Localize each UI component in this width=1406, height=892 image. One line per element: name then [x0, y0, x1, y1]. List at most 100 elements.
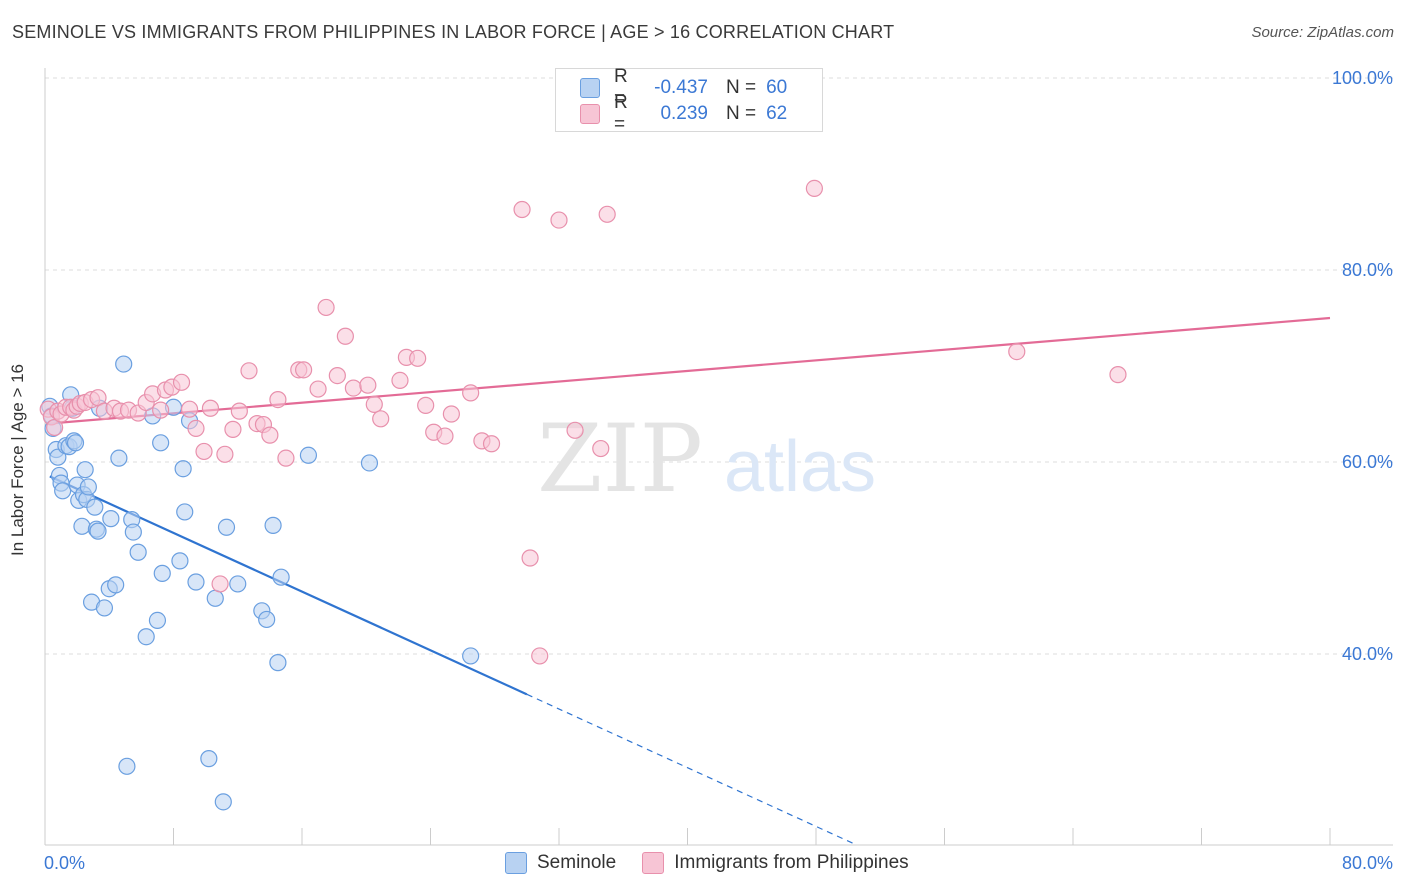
- philippines-point: [442, 405, 460, 423]
- seminole-point: [171, 552, 189, 570]
- philippines-point: [521, 549, 539, 567]
- seminole-point: [153, 564, 171, 582]
- philippines-point: [531, 647, 549, 665]
- legend-label-philippines: Immigrants from Philippines: [674, 852, 909, 873]
- x-tick-label: 80.0%: [1342, 853, 1393, 873]
- philippines-point: [172, 373, 191, 391]
- chart-source: Source: ZipAtlas.com: [1251, 24, 1394, 41]
- seminole-point: [272, 568, 290, 586]
- watermark-zip: ZIP: [537, 405, 703, 514]
- series-legend: Seminole Immigrants from Philippines: [505, 852, 935, 874]
- seminole-swatch: [580, 78, 600, 98]
- seminole-point: [217, 518, 236, 536]
- r-value: 0.239: [660, 103, 708, 124]
- stats-row-philippines: R = 0.239 N = 62: [580, 92, 788, 135]
- philippines-point: [195, 442, 213, 461]
- seminole-point: [137, 628, 155, 646]
- n-value: 60: [766, 77, 788, 98]
- philippines-point: [550, 211, 568, 229]
- philippines-point: [409, 349, 427, 367]
- seminole-point: [258, 610, 276, 629]
- philippines-point: [180, 400, 199, 418]
- seminole-point: [76, 461, 94, 479]
- seminole-point: [264, 516, 282, 534]
- philippines-point: [592, 439, 610, 458]
- seminole-point: [152, 434, 170, 452]
- philippines-trend-line: [48, 316, 1331, 425]
- data-points: [39, 179, 1127, 811]
- philippines-swatch: [580, 104, 600, 124]
- legend-item-seminole[interactable]: Seminole: [505, 852, 616, 874]
- philippines-point: [309, 380, 327, 398]
- philippines-point: [344, 379, 362, 397]
- philippines-point: [417, 396, 435, 414]
- chart-title: SEMINOLE VS IMMIGRANTS FROM PHILIPPINES …: [12, 22, 895, 42]
- philippines-point: [240, 362, 258, 380]
- philippines-point: [1109, 366, 1127, 384]
- philippines-point: [365, 395, 383, 413]
- seminole-point: [124, 523, 142, 541]
- seminole-point: [107, 576, 125, 594]
- seminole-point: [299, 446, 318, 464]
- seminole-point: [95, 599, 114, 617]
- philippines-point: [805, 179, 823, 197]
- seminole-point: [200, 750, 218, 768]
- seminole-point: [129, 543, 147, 561]
- philippines-point: [513, 200, 531, 219]
- x-tick-label: 0.0%: [44, 853, 85, 873]
- seminole-point: [54, 482, 72, 500]
- philippines-point: [359, 376, 377, 394]
- stats-legend: R = -0.437 N = 60 R = 0.239 N = 62: [555, 66, 823, 135]
- legend-label-seminole: Seminole: [537, 852, 617, 873]
- seminole-point: [86, 498, 104, 516]
- seminole-point: [118, 757, 136, 775]
- philippines-point: [152, 401, 170, 419]
- philippines-point: [328, 367, 346, 385]
- seminole-point: [148, 611, 167, 630]
- philippines-point: [317, 298, 335, 317]
- seminole-point: [110, 449, 128, 467]
- philippines-point: [1008, 343, 1026, 361]
- legend-item-philippines[interactable]: Immigrants from Philippines: [642, 852, 909, 874]
- seminole-trend-extension: [526, 693, 857, 846]
- n-label: N =: [726, 77, 757, 98]
- seminole-point: [73, 517, 91, 535]
- seminole-point: [269, 654, 287, 672]
- r-label: R =: [614, 92, 628, 135]
- seminole-point: [89, 522, 107, 540]
- seminole-point: [176, 503, 194, 521]
- y-tick-labels: 40.0% 60.0% 80.0% 100.0%: [1332, 68, 1393, 664]
- y-tick-label: 100.0%: [1332, 68, 1393, 88]
- stats-row-seminole: R = -0.437 N = 60: [580, 66, 788, 109]
- seminole-point: [206, 589, 224, 607]
- axes: [44, 68, 1393, 846]
- philippines-point: [436, 427, 454, 445]
- philippines-point: [482, 435, 501, 453]
- n-value: 62: [766, 103, 788, 124]
- r-value: -0.437: [654, 77, 708, 98]
- philippines-point: [372, 410, 390, 428]
- seminole-point: [214, 793, 232, 811]
- n-label: N =: [726, 103, 757, 124]
- y-axis-label: In Labor Force | Age > 16: [8, 363, 27, 557]
- seminole-point: [79, 478, 97, 496]
- seminole-point: [174, 460, 192, 478]
- y-tick-label: 80.0%: [1342, 260, 1393, 280]
- philippines-point: [230, 402, 248, 420]
- philippines-point: [216, 445, 234, 463]
- seminole-point: [360, 454, 379, 472]
- r-label: R =: [614, 66, 628, 109]
- seminole-point: [187, 573, 205, 591]
- philippines-point: [269, 391, 287, 409]
- y-tick-label: 40.0%: [1342, 644, 1393, 664]
- philippines-point: [211, 575, 229, 593]
- philippines-point: [201, 399, 220, 417]
- philippines-point: [187, 419, 205, 437]
- philippines-point: [462, 384, 480, 402]
- seminole-legend-swatch: [505, 852, 527, 874]
- seminole-point: [229, 575, 247, 593]
- y-tick-label: 60.0%: [1342, 452, 1393, 472]
- seminole-point: [115, 355, 133, 373]
- seminole-point: [462, 647, 480, 665]
